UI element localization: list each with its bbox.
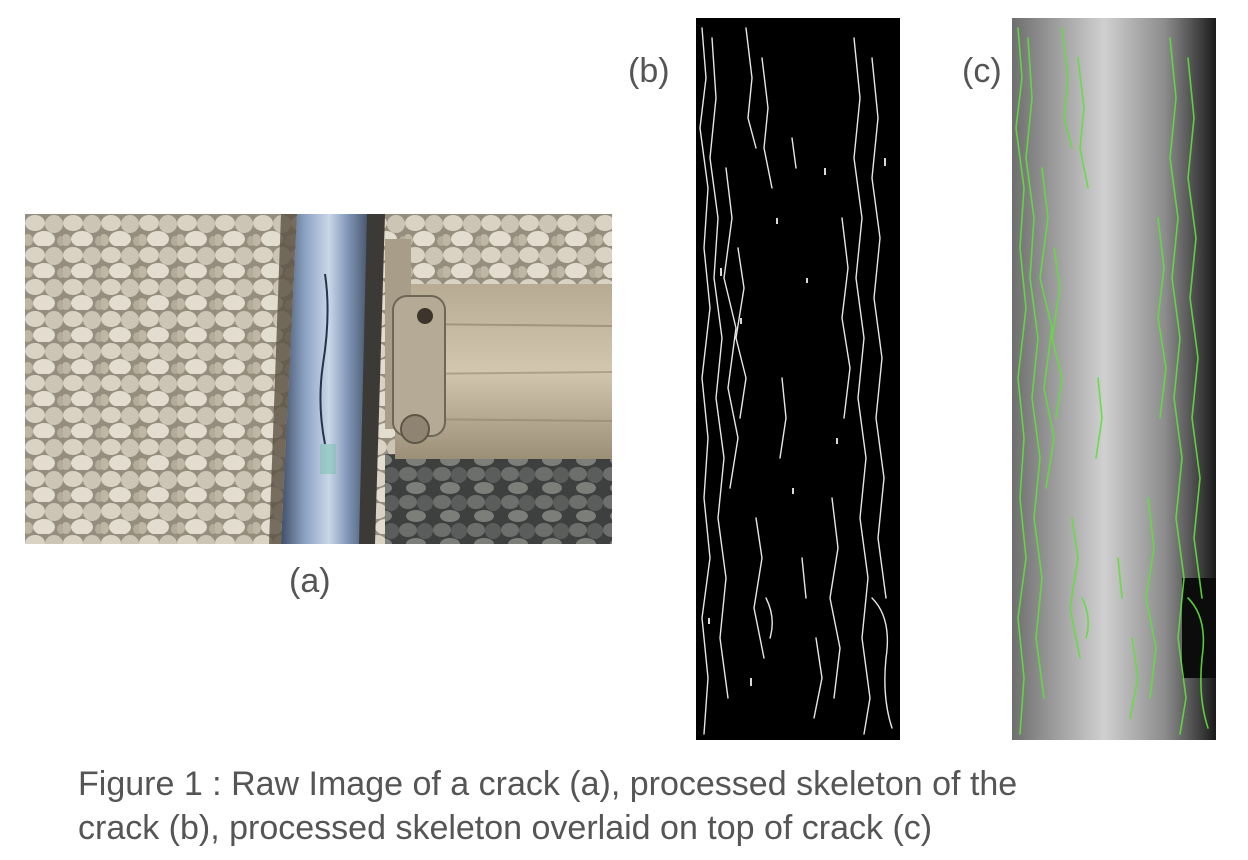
skeleton-image	[696, 18, 900, 740]
crack-overlay-drawing	[1012, 18, 1216, 740]
caption-line-1: Figure 1 : Raw Image of a crack (a), pro…	[78, 765, 1018, 803]
crack-skeleton-drawing	[696, 18, 900, 740]
caption-line-2: crack (b), processed skeleton overlaid o…	[78, 809, 933, 847]
raw-crack-image	[25, 214, 612, 544]
panel-label-b: (b)	[628, 52, 670, 90]
panel-label-c: (c)	[962, 52, 1002, 90]
rail-track-photo	[25, 214, 612, 544]
panel-label-a: (a)	[289, 562, 331, 600]
skeleton-overlay-image	[1012, 18, 1216, 740]
figure-caption: Figure 1 : Raw Image of a crack (a), pro…	[78, 762, 1218, 850]
